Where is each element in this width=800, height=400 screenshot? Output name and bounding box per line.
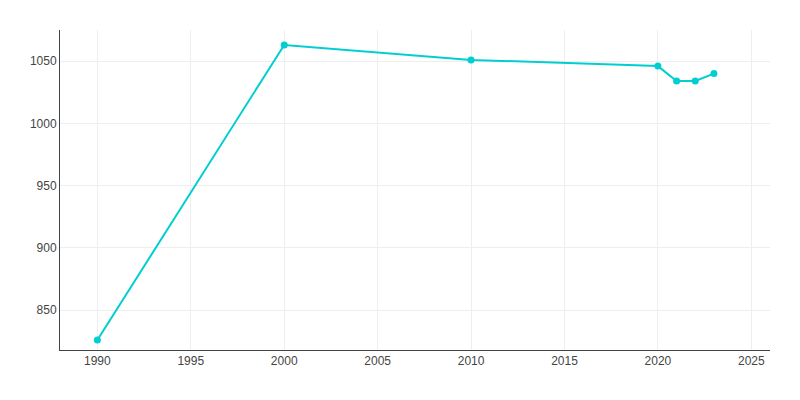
svg-text:1050: 1050 bbox=[30, 54, 57, 68]
svg-text:2000: 2000 bbox=[271, 354, 298, 368]
svg-text:850: 850 bbox=[37, 303, 57, 317]
svg-text:2020: 2020 bbox=[645, 354, 672, 368]
svg-text:2005: 2005 bbox=[364, 354, 391, 368]
svg-text:2010: 2010 bbox=[458, 354, 485, 368]
svg-text:950: 950 bbox=[37, 179, 57, 193]
svg-text:2015: 2015 bbox=[551, 354, 578, 368]
svg-text:2025: 2025 bbox=[738, 354, 765, 368]
svg-text:1990: 1990 bbox=[84, 354, 111, 368]
svg-text:1995: 1995 bbox=[177, 354, 204, 368]
svg-text:1000: 1000 bbox=[30, 117, 57, 131]
svg-text:900: 900 bbox=[37, 241, 57, 255]
